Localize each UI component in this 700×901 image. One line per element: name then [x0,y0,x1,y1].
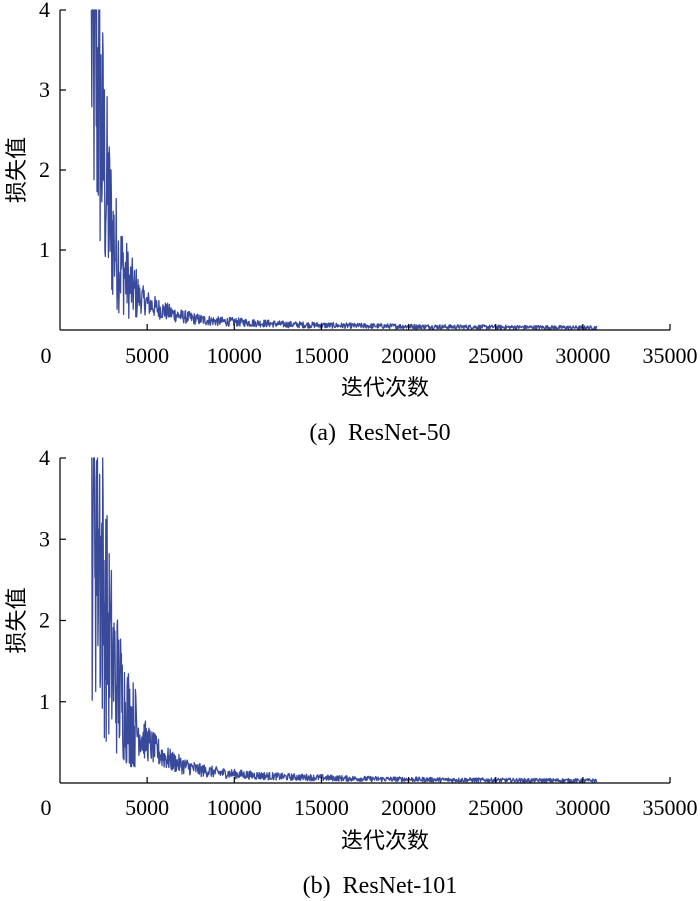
chart-caption: (a) ResNet-50 [309,420,450,446]
x-tick-label: 25000 [468,343,523,368]
x-tick-label: 10000 [207,795,262,820]
x-tick-label: 5000 [125,795,169,820]
chart-caption: (b) ResNet-101 [303,873,458,899]
loss-series-line [90,9,598,330]
x-tick-label: 20000 [381,795,436,820]
x-tick-label: 15000 [294,343,349,368]
y-axis-title: 损失值 [5,587,30,653]
y-tick-label: 4 [39,445,50,470]
x-tick-label: 10000 [207,343,262,368]
y-tick-label: 1 [39,237,50,262]
x-axis-title: 迭代次数 [341,829,429,854]
y-tick-label: 1 [39,689,50,714]
x-tick-label: 30000 [555,343,610,368]
y-tick-label: 2 [39,608,50,633]
y-tick-label: 2 [39,157,50,182]
x-tick-label: 0 [41,343,52,368]
y-tick-label: 4 [39,0,50,22]
x-tick-label: 35000 [643,343,698,368]
x-tick-label: 20000 [381,343,436,368]
x-tick-label: 0 [41,795,52,820]
chart-panel-b: 0 5000 10000 15000 20000 25000 30000 35000 1 2 3 4 损… [5,445,698,899]
y-tick-label: 3 [39,526,50,551]
x-tick-label: 25000 [468,795,523,820]
x-tick-label: 35000 [643,795,698,820]
chart-panel-a: 0 5000 10000 15000 20000 25000 30000 35000 1 2 3 4 损… [5,0,698,446]
loss-series-line [91,457,598,783]
y-tick-label: 3 [39,77,50,102]
x-tick-label: 5000 [125,343,169,368]
x-tick-label: 30000 [555,795,610,820]
x-tick-label: 15000 [294,795,349,820]
y-axis-title: 损失值 [5,137,30,203]
x-axis-title: 迭代次数 [341,376,429,401]
